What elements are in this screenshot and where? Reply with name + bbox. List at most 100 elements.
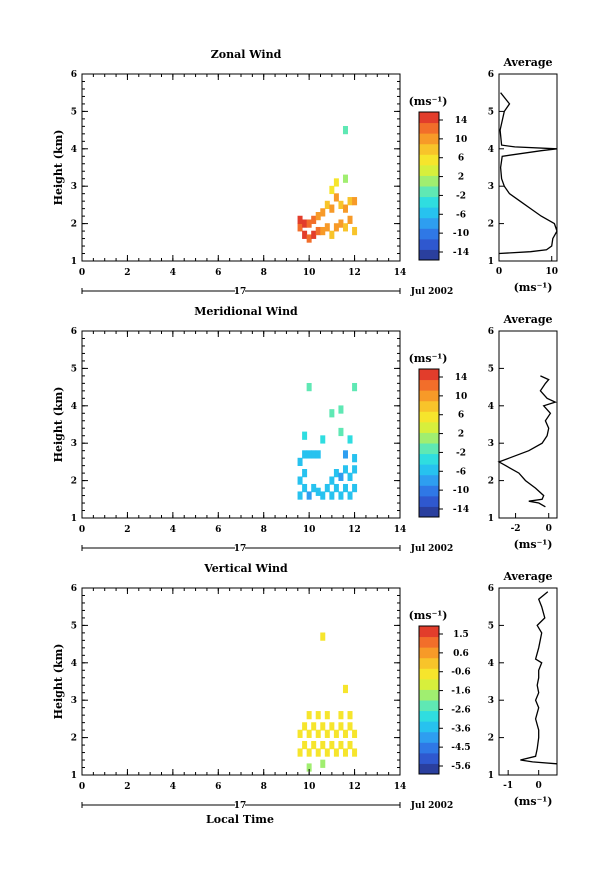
colorbar-segment [419,196,439,208]
colorbar-segment [419,379,439,391]
colorbar-segment [419,626,439,638]
x-tick-label: 6 [215,268,221,278]
heatmap-cell [320,226,326,236]
colorbar-tick-label: -1.6 [451,687,470,697]
colorbar-tick-label: 2 [458,430,464,440]
heatmap-cell [329,722,335,731]
colorbar-segment [419,657,439,669]
colorbar-frame [418,368,440,518]
average-y-tick-label: 3 [488,696,494,706]
colorbar-segment [419,443,439,455]
x-tick-label: 14 [394,782,407,792]
colorbar-segment [419,238,439,250]
heatmap-cell [302,219,308,228]
x-tick-label: 12 [348,782,361,792]
x-tick-label: 4 [170,782,176,792]
average-x-tick-label: -1 [503,781,513,791]
x-tick-label: 12 [348,268,361,278]
average-x-label: (ms⁻¹) [514,795,553,808]
y-tick-label: 1 [71,257,77,267]
heatmap-cell [347,435,353,444]
heatmap-cell [342,223,348,232]
y-axis-label: Height (km) [52,387,65,463]
colorbar-segment [419,400,439,412]
y-tick-label: 6 [71,70,77,80]
colorbar-tick-label: -6 [456,210,466,220]
heatmap-cell [297,223,303,232]
x-tick-label: 4 [170,268,176,278]
colorbar-segment [419,689,439,701]
heatmap-cell [338,711,344,720]
heatmap-cell [347,740,353,750]
colorbar-tick-label: -0.6 [451,668,470,678]
colorbar-tick-label: 6 [458,411,464,421]
colorbar-segment [419,742,439,754]
heatmap-cell [347,197,353,206]
heatmap-cell [342,174,348,183]
y-tick-label: 1 [71,514,77,524]
average-y-tick-label: 2 [488,734,494,744]
heatmap-cell [324,748,330,757]
heatmap-cell [329,230,335,239]
heatmap-cell [324,223,330,232]
colorbar-tick-label: -4.5 [451,743,470,753]
heatmap-cell [306,748,312,757]
y-tick-label: 5 [71,621,77,631]
colorbar-frame [418,625,440,775]
date-axis-gap [235,288,245,294]
heatmap-cell [302,450,308,459]
heatmap-cell [306,382,312,392]
colorbar-unit-label: (ms⁻¹) [409,352,448,365]
heatmap-cell [302,483,308,493]
colorbar-segment [419,186,439,198]
y-tick-label: 3 [71,439,77,449]
heatmap-cell [338,491,344,500]
average-x-tick-label: 0 [496,267,502,277]
average-y-tick-label: 3 [488,439,494,449]
x-tick-label: 14 [394,525,407,535]
heatmap-cell [333,729,339,738]
x-tick-label: 2 [124,268,130,278]
colorbar-segment [419,432,439,444]
colorbar-segment [419,647,439,659]
heatmap-cell [333,483,339,493]
heatmap-cell [302,469,308,478]
average-x-label: (ms⁻¹) [514,281,553,294]
average-x-tick-label: 0 [546,524,552,534]
heatmap-cell [320,759,326,768]
colorbar-tick-label: 1.5 [453,630,469,640]
heatmap-cell [338,722,344,731]
x-tick-label: 4 [170,525,176,535]
heatmap-cell [311,722,317,731]
heatmap-cell [329,476,335,485]
heatmap-cell [297,729,303,738]
y-tick-label: 5 [71,107,77,117]
colorbar-tick-label: -10 [453,229,469,239]
x-tick-label: 0 [79,782,85,792]
y-tick-label: 4 [71,659,77,669]
average-frame [498,587,558,776]
colorbar-tick-label: -10 [453,486,469,496]
average-y-tick-label: 1 [488,771,494,781]
heatmap-cell [342,450,348,459]
average-x-label: (ms⁻¹) [514,538,553,551]
average-y-tick-label: 2 [488,220,494,230]
heatmap-cell [324,711,330,720]
colorbar-tick-label: 2 [458,173,464,183]
y-tick-label: 5 [71,364,77,374]
average-frame [498,73,558,262]
heatmap-cell [311,230,317,239]
x-tick-label: 14 [394,268,407,278]
average-title: Average [502,313,552,326]
colorbar-unit-label: (ms⁻¹) [409,95,448,108]
average-x-tick-label: 0 [536,781,542,791]
colorbar-tick-label: 0.6 [453,649,469,659]
heatmap-cell [347,711,353,720]
heatmap-cell [329,491,335,500]
colorbar-segment [419,464,439,476]
heatmap-cell [297,491,303,500]
colorbar-tick-label: 6 [458,154,464,164]
